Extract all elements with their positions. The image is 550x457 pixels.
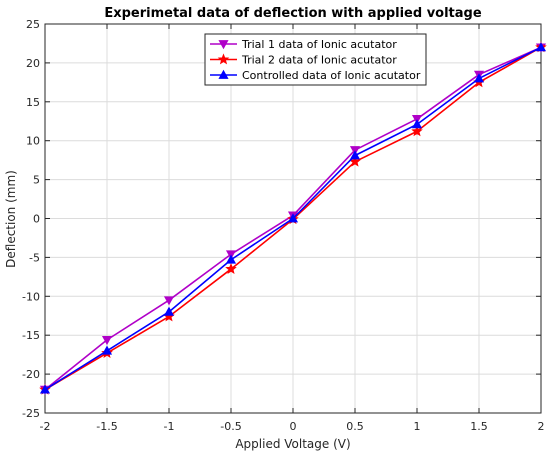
- series-3-point: [349, 150, 361, 160]
- y-tick-label: 5: [33, 174, 40, 187]
- series-3-point: [287, 213, 299, 223]
- x-tick-label: 1: [414, 420, 421, 433]
- legend-box: [204, 33, 427, 86]
- series-1-point: [163, 296, 175, 306]
- y-tick-label: -5: [29, 251, 40, 264]
- series-3-point: [39, 384, 51, 394]
- x-tick-label: -1.5: [96, 420, 117, 433]
- series-2-point: [225, 262, 237, 274]
- series-1-point: [101, 336, 113, 346]
- legend-entry-2: Trial 2 data of Ionic acutator: [241, 54, 397, 67]
- y-tick-label: -15: [22, 329, 40, 342]
- x-tick-label: 2: [538, 420, 545, 433]
- legend-swatch-marker-3: [218, 69, 229, 79]
- x-tick-label: -1: [164, 420, 175, 433]
- series-3-point: [411, 119, 423, 129]
- series-3-point: [163, 306, 175, 316]
- y-tick-label: 10: [26, 135, 40, 148]
- legend-swatch-marker-1: [218, 40, 229, 50]
- series-3-point: [101, 345, 113, 355]
- series-3-point: [225, 254, 237, 264]
- legend-swatch-marker-2: [217, 53, 230, 65]
- chart-title: Experimetal data of deflection with appl…: [104, 6, 482, 21]
- y-tick-label: -10: [22, 290, 40, 303]
- y-tick-label: 15: [26, 96, 40, 109]
- x-tick-label: 0: [290, 420, 297, 433]
- series-3-point: [535, 42, 547, 52]
- legend-entry-1: Trial 1 data of Ionic acutator: [241, 38, 397, 51]
- x-tick-label: -0.5: [220, 420, 241, 433]
- series-2-point: [411, 125, 423, 137]
- x-tick-label: -2: [40, 420, 51, 433]
- y-axis-label: Deflection (mm): [4, 170, 18, 268]
- series-3-point: [473, 73, 485, 83]
- y-tick-label: -20: [22, 368, 40, 381]
- x-axis-label: Applied Voltage (V): [235, 437, 350, 451]
- y-tick-label: -25: [22, 407, 40, 420]
- x-tick-label: 1.5: [470, 420, 488, 433]
- y-tick-label: 0: [33, 213, 40, 226]
- x-tick-label: 0.5: [346, 420, 364, 433]
- y-tick-label: 25: [26, 18, 40, 31]
- legend-entry-3: Controlled data of Ionic acutator: [242, 69, 421, 82]
- y-tick-label: 20: [26, 57, 40, 70]
